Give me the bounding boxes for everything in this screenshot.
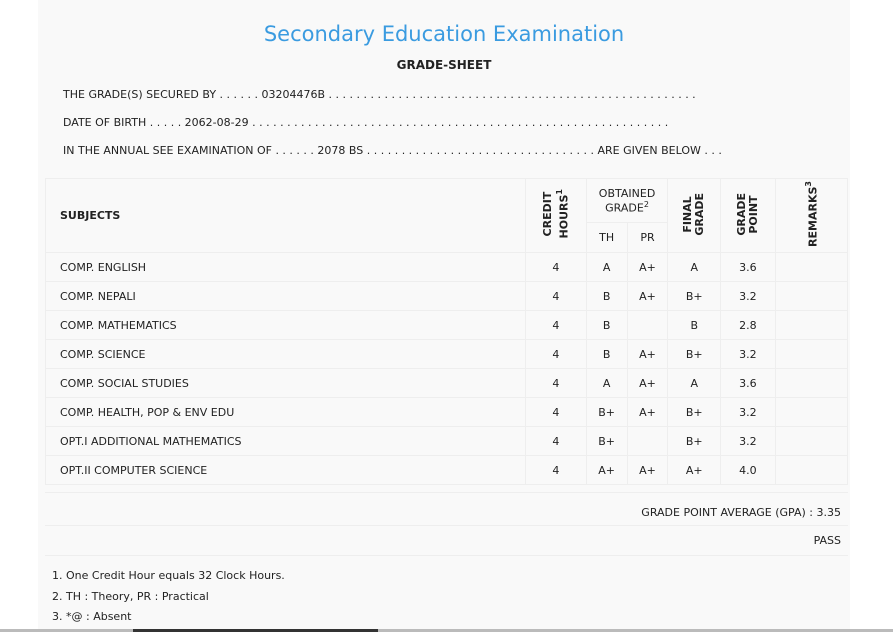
cell-pr: A+ <box>626 281 669 311</box>
table-row: COMP. HEALTH, POP & ENV EDU 4 B+ A+ B+ 3.2 <box>44 397 849 427</box>
cell-th: B+ <box>585 426 628 456</box>
cell-subject: OPT.II COMPUTER SCIENCE <box>44 455 527 485</box>
cell-subject: OPT.I ADDITIONAL MATHEMATICS <box>44 426 527 456</box>
footnotes: 1. One Credit Hour equals 32 Clock Hours… <box>52 566 285 628</box>
cell-final: B+ <box>667 281 722 311</box>
footnote: 1. One Credit Hour equals 32 Clock Hours… <box>52 569 285 582</box>
result-status: PASS <box>813 534 841 547</box>
cell-subject: COMP. ENGLISH <box>44 252 527 282</box>
cell-th: B <box>585 281 628 311</box>
cell-pr <box>626 426 669 456</box>
cell-remarks <box>774 310 849 340</box>
cell-remarks <box>774 368 849 398</box>
grades-table: SUBJECTS CREDIT HOURS1 OBTAINED GRADE2 FIN… <box>44 178 849 485</box>
cell-final: A+ <box>667 455 722 485</box>
cell-pr: A+ <box>626 397 669 427</box>
cell-credit: 4 <box>525 397 587 427</box>
cell-gp: 4.0 <box>720 455 776 485</box>
cell-credit: 4 <box>525 455 587 485</box>
cell-credit: 4 <box>525 310 587 340</box>
cell-subject: COMP. SOCIAL STUDIES <box>44 368 527 398</box>
table-row: COMP. SOCIAL STUDIES 4 A A+ A 3.6 <box>44 368 849 398</box>
cell-credit: 4 <box>525 339 587 369</box>
cell-subject: COMP. SCIENCE <box>44 339 527 369</box>
cell-gp: 2.8 <box>720 310 776 340</box>
cell-remarks <box>774 397 849 427</box>
table-row: COMP. NEPALI 4 B A+ B+ 3.2 <box>44 281 849 311</box>
exam-line: IN THE ANNUAL SEE EXAMINATION OF . . . .… <box>63 144 722 157</box>
cell-final: B+ <box>667 426 722 456</box>
cell-gp: 3.2 <box>720 397 776 427</box>
cell-gp: 3.2 <box>720 339 776 369</box>
cell-remarks <box>774 252 849 282</box>
header-final-grade: FINAL GRADE <box>667 178 722 253</box>
cell-th: A <box>585 252 628 282</box>
table-row: COMP. SCIENCE 4 B A+ B+ 3.2 <box>44 339 849 369</box>
cell-gp: 3.2 <box>720 426 776 456</box>
cell-pr: A+ <box>626 368 669 398</box>
cell-pr: A+ <box>626 339 669 369</box>
cell-subject: COMP. HEALTH, POP & ENV EDU <box>44 397 527 427</box>
cell-remarks <box>774 281 849 311</box>
cell-credit: 4 <box>525 281 587 311</box>
cell-final: B+ <box>667 339 722 369</box>
scrollbar-thumb[interactable] <box>133 629 378 632</box>
header-remarks: REMARKS3 <box>774 178 849 253</box>
header-grade-point: GRADE POINT <box>720 178 776 253</box>
cell-pr: A+ <box>626 252 669 282</box>
cell-remarks <box>774 455 849 485</box>
cell-gp: 3.6 <box>720 252 776 282</box>
header-pr: PR <box>626 222 669 253</box>
table-row: OPT.I ADDITIONAL MATHEMATICS 4 B+ B+ 3.2 <box>44 426 849 456</box>
cell-final: B <box>667 310 722 340</box>
dob-line: DATE OF BIRTH . . . . . 2062-08-29 . . .… <box>63 116 669 129</box>
footnote: 2. TH : Theory, PR : Practical <box>52 589 209 603</box>
cell-final: B+ <box>667 397 722 427</box>
cell-gp: 3.2 <box>720 281 776 311</box>
table-row: COMP. MATHEMATICS 4 B B 2.8 <box>44 310 849 340</box>
cell-pr <box>626 310 669 340</box>
cell-pr: A+ <box>626 455 669 485</box>
cell-subject: COMP. MATHEMATICS <box>44 310 527 340</box>
cell-remarks <box>774 339 849 369</box>
gpa: GRADE POINT AVERAGE (GPA) : 3.35 <box>641 506 841 519</box>
cell-credit: 4 <box>525 368 587 398</box>
footnote: 3. *@ : Absent <box>52 610 132 623</box>
header-subjects: SUBJECTS <box>44 178 527 253</box>
cell-th: B <box>585 310 628 340</box>
cell-th: A <box>585 368 628 398</box>
cell-remarks <box>774 426 849 456</box>
header-th: TH <box>585 222 628 253</box>
table-row: OPT.II COMPUTER SCIENCE 4 A+ A+ A+ 4.0 <box>44 455 849 485</box>
header-credit-hours: CREDIT HOURS1 <box>525 178 587 253</box>
horizontal-scrollbar[interactable] <box>0 629 893 632</box>
grade-sheet: Secondary Education Examination GRADE-SH… <box>38 0 850 632</box>
cell-final: A <box>667 368 722 398</box>
cell-th: B <box>585 339 628 369</box>
secured-by-line: THE GRADE(S) SECURED BY . . . . . . 0320… <box>63 88 696 101</box>
cell-th: B+ <box>585 397 628 427</box>
cell-credit: 4 <box>525 252 587 282</box>
cell-final: A <box>667 252 722 282</box>
table-row: COMP. ENGLISH 4 A A+ A 3.6 <box>44 252 849 282</box>
header-obtained-grade: OBTAINED GRADE2 <box>585 178 669 223</box>
subtitle: GRADE-SHEET <box>396 58 492 72</box>
cell-th: A+ <box>585 455 628 485</box>
cell-credit: 4 <box>525 426 587 456</box>
cell-subject: COMP. NEPALI <box>44 281 527 311</box>
page-title: Secondary Education Examination <box>263 22 625 46</box>
cell-gp: 3.6 <box>720 368 776 398</box>
